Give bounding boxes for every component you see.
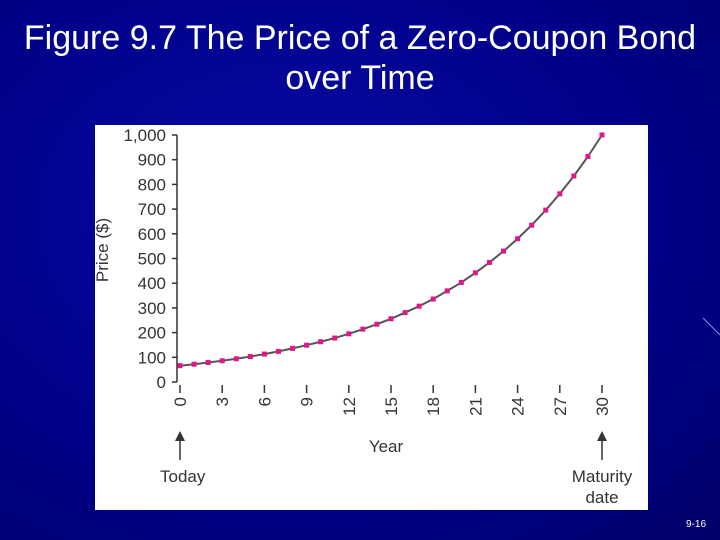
data-point [585, 153, 591, 159]
x-tick-label: 6 [255, 397, 274, 406]
x-tick-label: 12 [340, 397, 359, 416]
data-point [275, 348, 281, 354]
data-point [472, 270, 478, 276]
x-axis-label: Year [369, 437, 404, 456]
data-point [360, 326, 366, 332]
data-point [219, 358, 225, 364]
annotation-text: date [585, 488, 618, 507]
data-point [290, 345, 296, 351]
x-tick-label: 18 [424, 397, 443, 416]
data-point [261, 351, 267, 357]
data-point [304, 342, 310, 348]
y-tick-label: 900 [138, 151, 166, 170]
x-tick-label: 9 [298, 397, 317, 406]
data-point [501, 248, 507, 254]
x-tick-label: 15 [382, 397, 401, 416]
data-point [233, 356, 239, 362]
y-tick-label: 1,000 [123, 126, 166, 145]
data-point [402, 310, 408, 316]
data-point [458, 279, 464, 285]
data-point [599, 132, 605, 138]
y-tick-label: 200 [138, 324, 166, 343]
y-tick-label: 600 [138, 225, 166, 244]
data-point [571, 173, 577, 179]
arrow-head [597, 431, 607, 441]
y-tick-label: 700 [138, 200, 166, 219]
data-point [346, 331, 352, 337]
data-point [388, 316, 394, 322]
chart-title: Figure 9.7 The Price of a Zero-Coupon Bo… [23, 19, 697, 97]
chart: Price ($) Year 0100200300400500600700800… [95, 125, 648, 510]
data-point [177, 363, 183, 369]
data-point [191, 361, 197, 367]
data-point [543, 207, 549, 213]
arrow-head [175, 431, 185, 441]
annotation-text: Today [160, 467, 206, 486]
data-point [332, 335, 338, 341]
x-tick-label: 30 [593, 397, 612, 416]
annotation-text: Maturity [572, 467, 633, 486]
x-tick-label: 0 [171, 397, 190, 406]
data-point [557, 191, 563, 197]
data-point [515, 236, 521, 242]
x-tick-label: 27 [551, 397, 570, 416]
data-point [318, 339, 324, 345]
x-tick-label: 21 [466, 397, 485, 416]
x-tick-label: 3 [213, 397, 232, 406]
data-point [416, 303, 422, 309]
data-point [529, 222, 535, 228]
page-number: 9-16 [685, 519, 706, 530]
data-point [247, 354, 253, 360]
y-tick-label: 500 [138, 250, 166, 269]
x-tick-label: 24 [509, 397, 528, 416]
y-tick-label: 100 [138, 348, 166, 367]
chart-background [95, 125, 648, 510]
data-point [374, 321, 380, 327]
data-point [430, 296, 436, 302]
y-axis-label: Price ($) [95, 218, 112, 282]
y-tick-label: 800 [138, 175, 166, 194]
y-tick-label: 400 [138, 274, 166, 293]
data-point [486, 259, 492, 265]
y-tick-label: 0 [157, 373, 166, 392]
data-point [205, 359, 211, 365]
data-point [444, 288, 450, 294]
decor-line [702, 317, 720, 336]
y-tick-label: 300 [138, 299, 166, 318]
